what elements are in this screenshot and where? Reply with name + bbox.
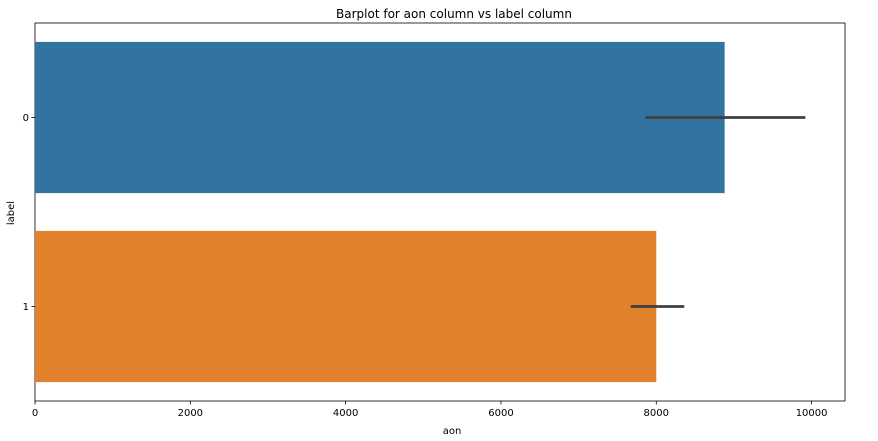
y-ticks-group: 01 <box>23 113 35 313</box>
bar-1 <box>35 230 657 383</box>
x-tick-label: 8000 <box>644 408 669 419</box>
bar-0 <box>35 41 725 194</box>
x-tick-label: 10000 <box>796 408 828 419</box>
bars-group <box>35 41 725 383</box>
y-tick-label: 0 <box>23 113 29 124</box>
y-axis-label: label <box>6 201 17 225</box>
x-ticks-group: 0 2000 4000 6000 8000 10000 <box>32 401 828 419</box>
x-tick-label: 2000 <box>178 408 203 419</box>
y-tick-label: 1 <box>23 302 29 313</box>
chart-title: Barplot for aon column vs label column <box>336 7 572 21</box>
error-bars-group <box>630 116 806 308</box>
x-axis-label: aon <box>443 426 462 437</box>
x-tick-label: 4000 <box>333 408 358 419</box>
x-tick-label: 6000 <box>488 408 513 419</box>
x-tick-label: 0 <box>32 408 38 419</box>
